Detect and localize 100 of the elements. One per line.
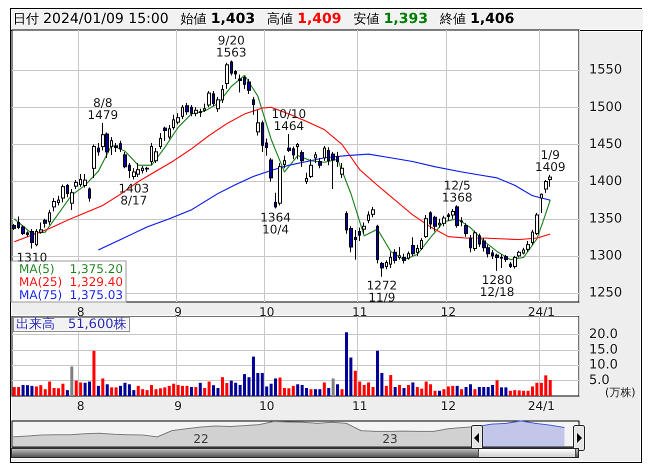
bar — [92, 350, 96, 396]
candlestick — [52, 197, 56, 212]
bar — [332, 378, 335, 396]
x-tick-label: 8 — [76, 399, 84, 413]
chart-title: 出来高 51,600株 — [16, 316, 126, 332]
bar — [318, 389, 322, 396]
candlestick — [83, 174, 87, 188]
annotation: 8/8 1479 — [88, 96, 118, 122]
bar — [185, 386, 188, 396]
bar — [486, 387, 490, 396]
bar — [438, 390, 441, 396]
bar — [513, 390, 516, 396]
candlestick — [225, 62, 229, 90]
candlestick — [247, 78, 251, 94]
candlestick — [269, 157, 273, 182]
bar — [310, 389, 313, 396]
x-tick-label: 24/1 — [528, 305, 555, 319]
y-tick-label: 15.0 — [589, 342, 618, 358]
y-tick-label: 10.0 — [589, 358, 618, 373]
bar — [496, 380, 499, 396]
candlestick — [159, 132, 162, 150]
candlestick — [393, 248, 397, 264]
bar — [110, 387, 114, 396]
bar — [389, 375, 392, 396]
candlestick — [340, 162, 344, 178]
annotation: 1/9 1409 — [534, 148, 566, 174]
bar — [234, 382, 238, 396]
bar — [460, 389, 464, 396]
bar — [518, 390, 521, 396]
bar — [216, 388, 220, 396]
candlestick — [30, 228, 34, 249]
y-axis-title: (万株) — [605, 386, 636, 400]
y-tick-label: 1400 — [589, 174, 622, 190]
bar — [39, 385, 42, 396]
candlestick — [238, 74, 242, 93]
bar — [119, 386, 122, 396]
y-tick-label: 1300 — [589, 248, 622, 264]
annotation: 1310 — [16, 250, 48, 264]
bar — [84, 382, 87, 396]
y-tick-label: 1250 — [589, 286, 622, 301]
candlestick — [136, 162, 140, 178]
candlestick — [526, 240, 530, 252]
candlestick — [305, 172, 308, 184]
x-tick-label: 9 — [174, 305, 182, 319]
bar — [61, 384, 64, 396]
x-tick-label: 8 — [76, 305, 84, 319]
bar — [482, 387, 486, 396]
candlestick — [314, 151, 317, 164]
text: 安値 1,393 — [354, 11, 428, 27]
bar — [411, 382, 414, 396]
text: 高値 1,409 — [267, 11, 342, 27]
y-tick-label: 1550 — [589, 62, 622, 78]
candlestick — [455, 204, 459, 228]
bar — [456, 386, 459, 396]
candlestick — [252, 96, 255, 116]
candlestick — [61, 184, 65, 203]
bar — [451, 386, 454, 396]
bar — [394, 387, 397, 396]
annotation: 1272 11/9 — [366, 278, 398, 305]
candlestick — [495, 253, 499, 272]
bar — [212, 385, 216, 396]
bar — [406, 384, 410, 396]
x-tick-label: 24/1 — [528, 399, 555, 413]
candlestick — [433, 215, 437, 232]
candlestick — [309, 158, 313, 178]
bar — [96, 386, 100, 396]
bar — [30, 386, 34, 396]
candlestick — [331, 151, 335, 190]
candlestick — [163, 126, 167, 142]
candlestick — [318, 157, 322, 169]
candlestick — [300, 150, 304, 168]
bar — [190, 387, 193, 396]
bar — [22, 384, 25, 396]
candlestick — [464, 222, 468, 238]
y-tick-label: 1500 — [589, 100, 622, 115]
bar — [198, 382, 202, 396]
x-tick-label: 22 — [193, 432, 209, 446]
y-tick-label: 1350 — [589, 211, 622, 226]
y-tick-label: 1450 — [589, 136, 622, 152]
bar — [194, 387, 198, 396]
annotation: 1,329.40 — [70, 275, 123, 289]
annotation: 1364 10/4 — [260, 210, 291, 236]
annotation: 9/20 1563 — [216, 33, 247, 60]
candlestick — [411, 236, 415, 256]
bar — [544, 375, 548, 396]
x-tick-label: 12 — [440, 399, 456, 413]
bar — [336, 384, 340, 396]
bar — [70, 366, 74, 396]
bar — [230, 380, 233, 396]
x-tick-label: 10 — [259, 305, 274, 319]
candlestick — [473, 230, 477, 252]
annotation: 1280 12/18 — [480, 272, 514, 299]
candlestick — [88, 187, 91, 202]
bar — [398, 384, 402, 396]
candlestick — [185, 102, 189, 116]
bar — [468, 384, 472, 396]
bar — [504, 387, 508, 396]
text: MA(75) — [19, 288, 62, 302]
x-tick-label: 11 — [352, 305, 368, 319]
candlestick — [296, 142, 299, 160]
